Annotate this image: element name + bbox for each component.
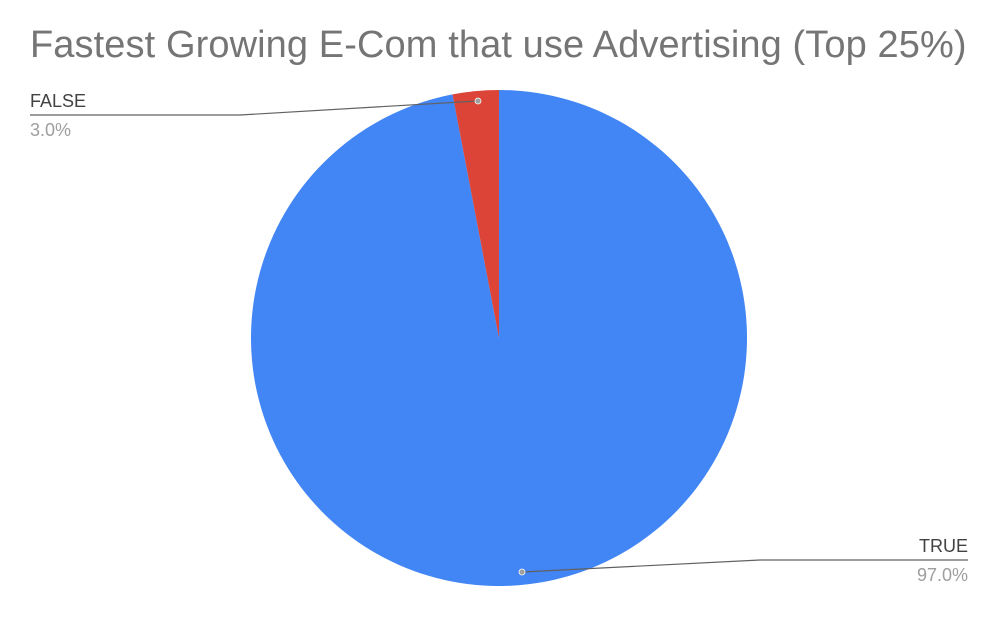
pie-labels: TRUE 97.0% FALSE 3.0% [30,91,968,585]
slice-label-true: TRUE [919,536,968,556]
slice-label-false: FALSE [30,91,86,111]
leader-dot-false [474,97,482,105]
slice-percent-true: 97.0% [917,565,968,585]
pie-slice-false [452,90,499,338]
leader-line-true [521,559,968,573]
pie-slices [250,90,747,586]
chart-title: Fastest Growing E-Com that use Advertisi… [30,24,967,66]
slice-percent-false: 3.0% [30,120,71,140]
leader-dot-true [518,568,526,576]
leader-line-false [30,100,479,116]
